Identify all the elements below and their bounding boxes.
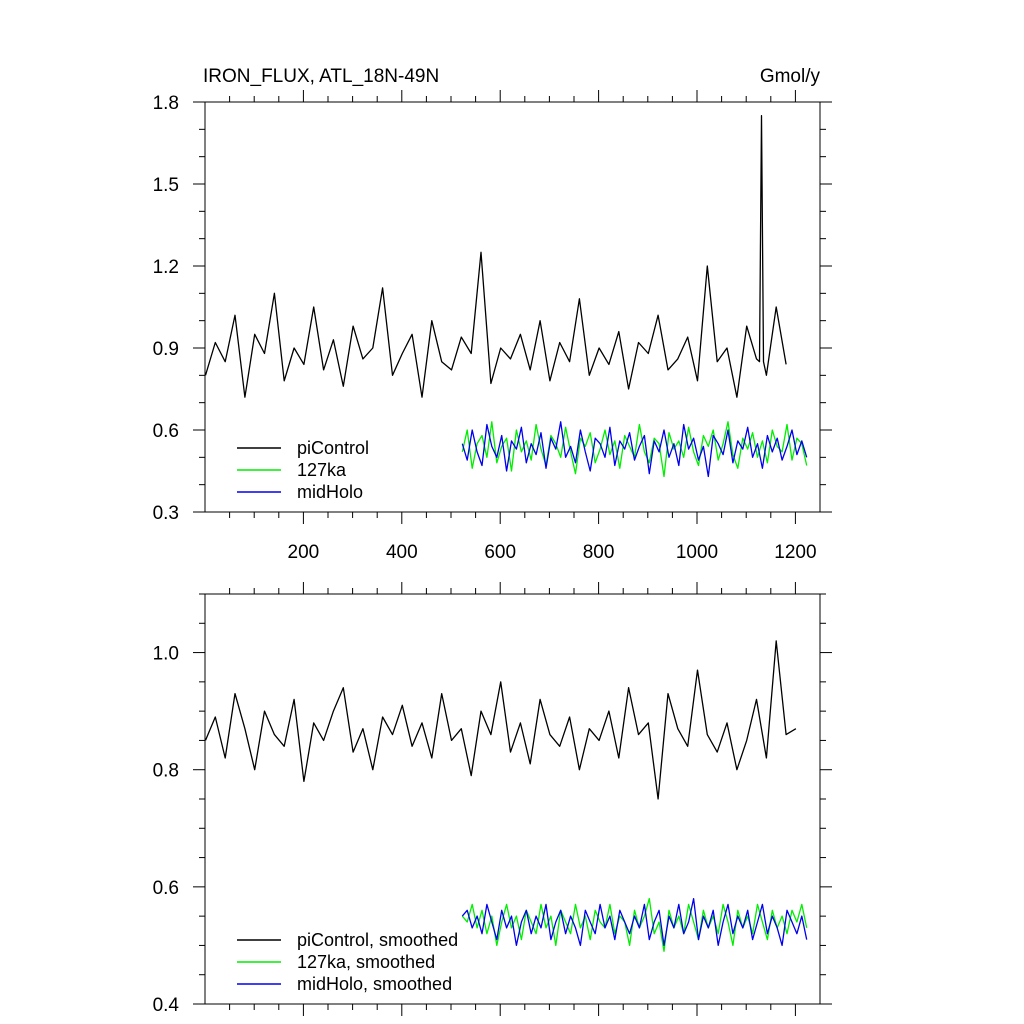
series-line-picontrol <box>204 115 787 398</box>
legend-label: midHolo <box>297 482 363 502</box>
legend-label: piControl, smoothed <box>297 930 458 950</box>
legend-label: piControl <box>297 438 369 458</box>
x-tick-label: 600 <box>484 542 516 563</box>
y-tick-label: 0.8 <box>153 761 179 782</box>
y-tick-label: 1.8 <box>153 93 179 114</box>
y-tick-label: 1.0 <box>153 644 179 665</box>
plot-frame <box>204 101 821 513</box>
legend-label: midHolo, smoothed <box>297 974 452 994</box>
legend-label: 127ka, smoothed <box>297 952 435 972</box>
x-tick-label: 400 <box>386 542 418 563</box>
series-line-midholo-smoothed <box>461 897 808 947</box>
chart-title: IRON_FLUX, ATL_18N-49N <box>203 66 439 87</box>
series-line-127ka-smoothed <box>461 897 808 952</box>
series-line-picontrol-smoothed <box>204 640 797 800</box>
legend-label: 127ka <box>297 460 347 480</box>
x-tick-label: 200 <box>288 542 320 563</box>
x-tick-label: 1200 <box>774 542 816 563</box>
y-tick-label: 1.5 <box>153 175 179 196</box>
y-tick-label: 0.3 <box>153 503 179 524</box>
units-label: Gmol/y <box>760 66 821 87</box>
y-tick-label: 0.4 <box>153 995 180 1016</box>
y-tick-label: 1.2 <box>153 257 179 278</box>
x-tick-label: 1000 <box>676 542 718 563</box>
x-tick-label: 800 <box>583 542 615 563</box>
top-panel: 200 400 600 800 1000 1200 0.3 0.6 0.9 1.2 1.5 1.8 pi… <box>153 90 832 563</box>
y-tick-label: 0.6 <box>153 421 179 442</box>
y-tick-label: 0.6 <box>153 878 179 899</box>
y-tick-label: 0.9 <box>153 339 179 360</box>
series-line-midholo <box>461 421 808 478</box>
